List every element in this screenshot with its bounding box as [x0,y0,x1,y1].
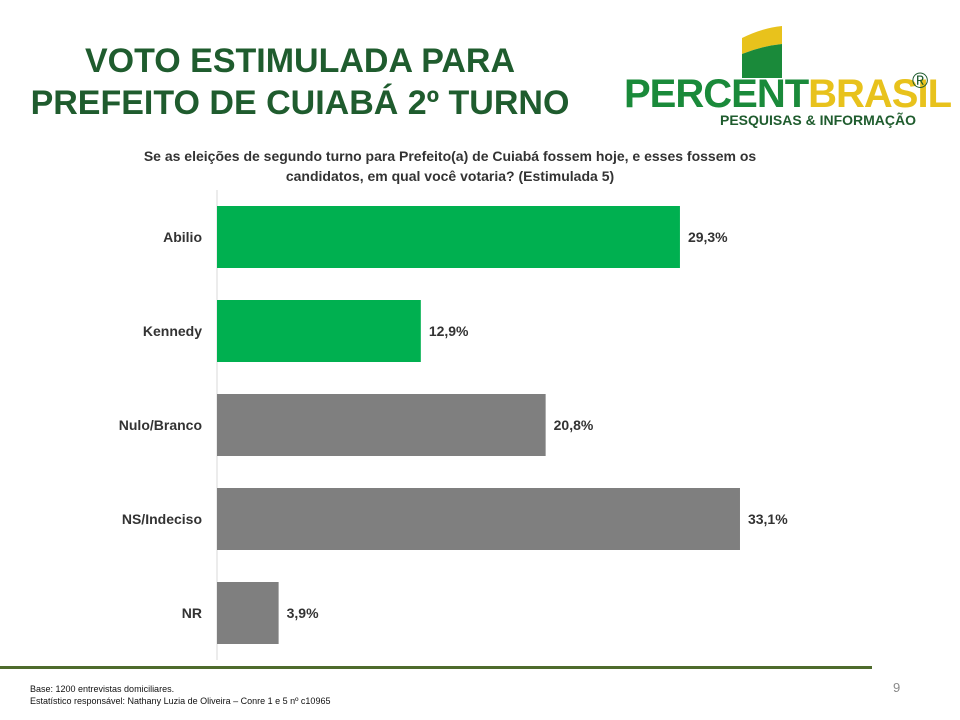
page-title: VOTO ESTIMULADA PARA PREFEITO DE CUIABÁ … [30,40,570,124]
bar-ns-indeciso [217,488,740,550]
logo-tagline: PESQUISAS & INFORMAÇÃO [720,112,917,128]
category-label: NS/Indeciso [122,511,202,527]
value-label: 33,1% [748,511,788,527]
footer-notes: Base: 1200 entrevistas domiciliares. Est… [30,683,330,707]
logo-name-percent: PERCENT [624,72,809,116]
question-line-1: Se as eleições de segundo turno para Pre… [143,148,757,164]
category-label: NR [182,605,202,621]
value-label: 20,8% [554,417,594,433]
category-label: Nulo/Branco [119,417,202,433]
value-label: 29,3% [688,229,728,245]
bar-nulo-branco [217,394,546,456]
logo-name-brasil: BRASIL [808,72,952,116]
footer-statistician: Estatístico responsável: Nathany Luzia d… [30,696,331,706]
footer-divider [0,666,872,669]
logo-wordmark: PERCENTBRASIL [624,72,952,117]
title-line-2: PREFEITO DE CUIABÁ 2º TURNO [30,84,570,122]
value-label: 3,9% [287,605,319,621]
percentbrasil-logo: PERCENTBRASIL ® PESQUISAS & INFORMAÇÃO [620,20,952,135]
bar-abilio [217,206,680,268]
bar-chart: Abilio 29,3% Kennedy 12,9% Nulo/Branco 20,8% N… [119,190,788,660]
bar-kennedy [217,300,421,362]
survey-question: Se as eleições de segundo turno para Pre… [120,146,780,186]
value-label: 12,9% [429,323,469,339]
page-number: 9 [893,680,901,695]
title-line-1: VOTO ESTIMULADA PARA [84,42,516,80]
footer-base: Base: 1200 entrevistas domiciliares. [30,684,175,694]
category-label: Kennedy [143,323,202,339]
category-label: Abilio [163,229,202,245]
bar-nr [217,582,279,644]
question-line-2: candidatos, em qual você votaria? (Estim… [285,168,615,184]
registered-mark: ® [912,68,929,93]
logo-emblem-icon [742,26,782,78]
